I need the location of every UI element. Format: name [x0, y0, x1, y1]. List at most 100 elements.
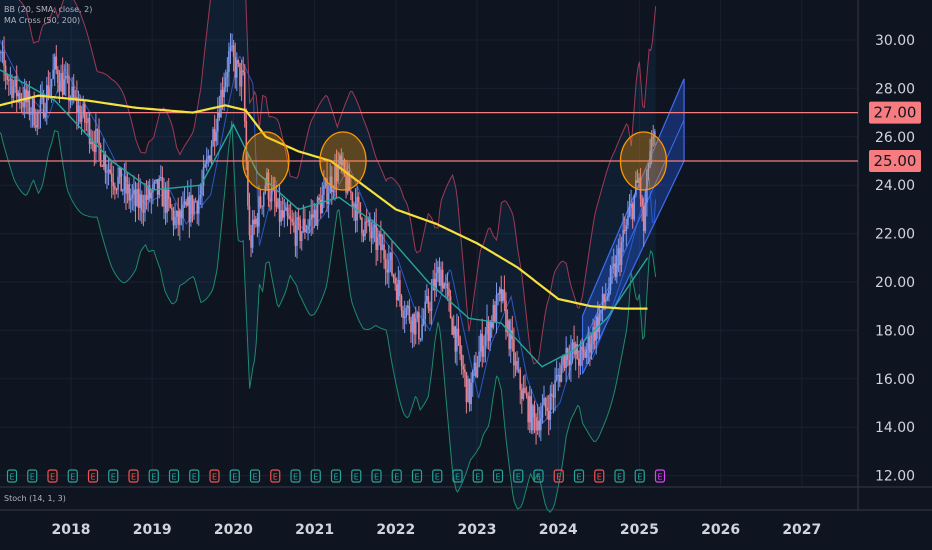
candle-body: [164, 187, 167, 213]
candle-body: [541, 405, 544, 419]
earnings-marker-glyph: E: [90, 473, 95, 482]
candle-body: [133, 189, 135, 195]
candle-body: [647, 166, 650, 171]
candle-body: [112, 181, 115, 187]
candle-body: [587, 335, 590, 350]
candle-body: [82, 103, 85, 116]
candle-body: [183, 201, 186, 205]
candle-body: [445, 283, 447, 285]
candle-body: [559, 375, 561, 382]
candle-body: [212, 128, 214, 146]
candle-body: [167, 189, 170, 199]
earnings-marker-box: [513, 469, 524, 483]
earnings-marker-glyph: E: [30, 473, 35, 482]
earnings-marker: E: [67, 469, 78, 483]
candle-body: [247, 161, 249, 206]
candle-body: [418, 312, 420, 340]
earnings-marker-box: [189, 469, 200, 483]
earnings-marker: E: [513, 469, 524, 483]
earnings-marker-box: [452, 469, 463, 483]
price-axis[interactable]: 12.00 14.00 16.00 18.00 20.00 22.00 24.00 26.00…: [875, 33, 915, 485]
bb-indicator-label[interactable]: BB (20, SMA, close, 2): [4, 5, 93, 14]
candle-body: [411, 314, 414, 333]
earnings-marker-box: [67, 469, 78, 483]
candle-body: [155, 179, 157, 182]
candle-body: [365, 221, 368, 223]
time-axis[interactable]: 2018 2019 2020 2021 2022 2023 2024 2025 2026 2027: [52, 522, 822, 538]
candle-body: [158, 178, 161, 195]
candles: [0, 33, 656, 445]
candle-body: [430, 290, 433, 311]
candle-body: [109, 169, 111, 174]
earnings-marker: E: [270, 469, 281, 483]
candle-body: [3, 51, 5, 66]
ma-cross-indicator-label[interactable]: MA Cross (50, 200): [4, 16, 81, 25]
candle-body: [277, 198, 279, 208]
candle-body: [384, 259, 387, 270]
candle-body: [65, 75, 67, 80]
earnings-marker-glyph: E: [516, 473, 521, 482]
candle-body: [15, 76, 18, 97]
candle-body: [590, 344, 593, 353]
earnings-marker-box: [148, 469, 159, 483]
candle-body: [161, 176, 164, 207]
candle-body: [502, 289, 504, 302]
candle-body: [652, 136, 655, 138]
candle-body: [307, 226, 309, 230]
earnings-marker-glyph: E: [313, 473, 318, 482]
candle-body: [433, 279, 436, 291]
y-tick-label: 20.00: [875, 275, 915, 291]
candle-body: [255, 218, 257, 225]
candle-body: [126, 184, 129, 194]
candle-body: [592, 327, 594, 345]
candle-body: [231, 45, 233, 47]
candle-body: [179, 210, 181, 225]
candle-body: [53, 56, 56, 70]
candle-body: [251, 219, 254, 248]
candle-body: [304, 218, 306, 232]
earnings-marker-box: [108, 469, 119, 483]
candle-body: [582, 349, 585, 352]
candle-body: [483, 346, 485, 357]
candle-body: [391, 252, 393, 275]
candle-body: [386, 269, 389, 273]
bb-upper: [18, 0, 657, 365]
candle-body: [419, 338, 422, 340]
candle-body: [262, 192, 265, 207]
earnings-marker-glyph: E: [576, 473, 581, 482]
earnings-marker: E: [249, 469, 261, 483]
candle-body: [380, 233, 382, 251]
candle-body: [581, 346, 583, 350]
candle-body: [49, 87, 51, 97]
x-tick-label: 2023: [458, 522, 497, 538]
candle-body: [332, 189, 335, 193]
candle-body: [473, 362, 476, 371]
candle-body: [312, 214, 314, 218]
candle-body: [449, 296, 452, 319]
bb-fill: [0, 0, 656, 513]
candle-body: [153, 181, 156, 185]
candle-body: [421, 324, 423, 339]
candle-body: [207, 156, 210, 159]
earnings-marker-glyph: E: [333, 473, 338, 482]
candle-body: [44, 113, 47, 118]
candle-body: [258, 196, 260, 227]
candle-body: [338, 155, 341, 164]
candle-body: [540, 418, 542, 431]
candle-body: [84, 103, 86, 123]
candle-body: [451, 318, 453, 335]
candle-body: [351, 192, 354, 207]
level-labels: 27.00 25.00: [869, 101, 921, 172]
candle-body: [579, 346, 582, 366]
stoch-indicator-label[interactable]: Stoch (14, 1, 3): [4, 494, 66, 503]
earnings-marker: E: [87, 469, 99, 483]
candle-body: [598, 313, 601, 332]
highlight-circles[interactable]: [242, 131, 668, 191]
earnings-marker: E: [310, 469, 321, 483]
horizontal-levels[interactable]: [0, 111, 858, 162]
earnings-marker-box: [634, 469, 645, 483]
candle-body: [293, 222, 295, 226]
candle-body: [239, 63, 241, 87]
